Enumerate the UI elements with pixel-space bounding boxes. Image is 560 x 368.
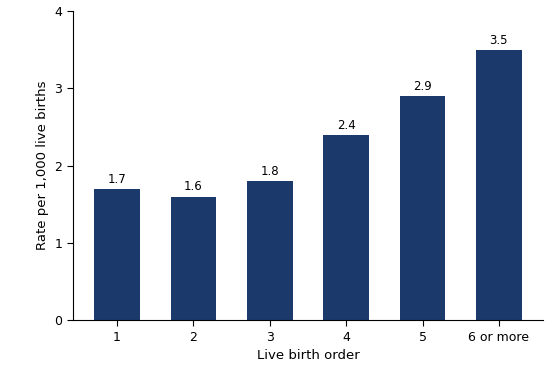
Text: 1.7: 1.7 xyxy=(108,173,127,186)
Bar xyxy=(247,181,293,320)
Text: 1.8: 1.8 xyxy=(260,165,279,178)
Bar xyxy=(171,197,216,320)
Text: 2.4: 2.4 xyxy=(337,118,356,132)
Text: 3.5: 3.5 xyxy=(489,33,508,47)
Text: 2.9: 2.9 xyxy=(413,80,432,93)
Bar xyxy=(476,50,522,320)
Bar xyxy=(323,135,369,320)
Text: 1.6: 1.6 xyxy=(184,180,203,194)
Bar xyxy=(94,189,140,320)
Bar xyxy=(400,96,445,320)
Y-axis label: Rate per 1,000 live births: Rate per 1,000 live births xyxy=(36,81,49,250)
X-axis label: Live birth order: Live birth order xyxy=(256,349,360,362)
